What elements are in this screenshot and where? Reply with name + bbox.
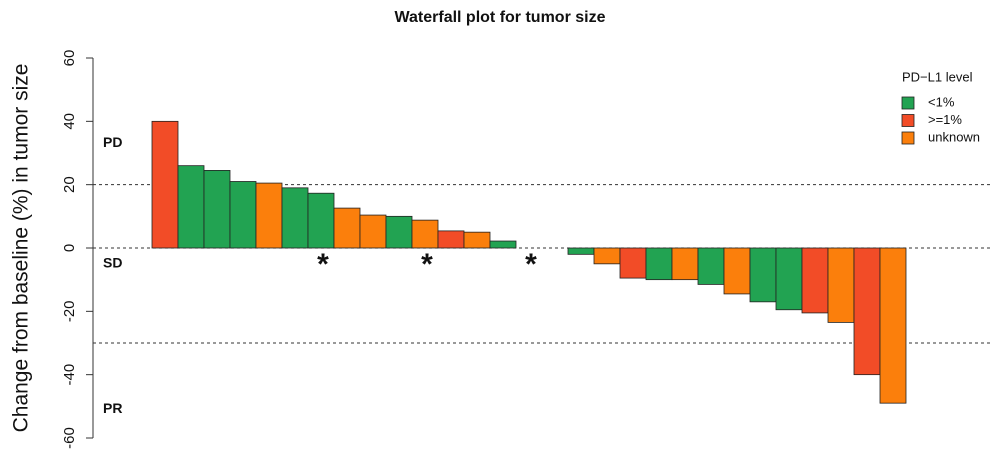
- legend-title: PD−L1 level: [902, 69, 973, 84]
- bar: [567, 247, 595, 255]
- bar: [801, 247, 829, 314]
- bar: [177, 165, 205, 249]
- bar: [437, 230, 465, 249]
- y-axis-label: Change from baseline (%) in tumor size: [10, 64, 33, 433]
- bar-annotation: *: [317, 248, 329, 281]
- bar: [671, 247, 699, 281]
- y-tick-label: -20: [61, 300, 78, 322]
- bar: [151, 120, 179, 249]
- y-tick-label: 20: [61, 176, 78, 193]
- y-tick-label: -60: [61, 427, 78, 449]
- bar: [411, 219, 439, 249]
- legend-swatch: [901, 131, 915, 145]
- bar: [203, 170, 231, 249]
- region-label: PD: [103, 134, 122, 150]
- y-tick-label: 60: [61, 50, 78, 67]
- region-label: PR: [103, 400, 122, 416]
- region-label: SD: [103, 255, 122, 271]
- legend-swatch: [901, 114, 915, 127]
- bar: [645, 247, 673, 281]
- bar: [749, 247, 777, 303]
- bar: [853, 247, 881, 376]
- bar: [255, 182, 283, 249]
- bar: [619, 247, 647, 279]
- bar: [697, 247, 725, 285]
- legend-label: <1%: [928, 94, 955, 109]
- bar-annotation: *: [525, 248, 537, 281]
- bar: [229, 181, 257, 249]
- y-tick-label: 40: [61, 113, 78, 130]
- bar: [359, 214, 387, 249]
- bar: [489, 240, 517, 249]
- legend-label: >=1%: [928, 112, 962, 127]
- bar: [775, 247, 803, 311]
- bar: [385, 215, 413, 249]
- bar: [879, 247, 907, 404]
- y-tick-label: -40: [61, 364, 78, 386]
- bar: [827, 247, 855, 323]
- legend-swatch: [901, 96, 915, 110]
- bar: [593, 247, 621, 265]
- bar: [723, 247, 751, 295]
- bar: [333, 207, 361, 249]
- legend-label: unknown: [928, 129, 980, 144]
- bar: [281, 187, 309, 249]
- bar-annotation: *: [421, 248, 433, 281]
- bar: [463, 231, 491, 249]
- chart-title: Waterfall plot for tumor size: [395, 9, 606, 26]
- bar: [307, 192, 335, 249]
- y-tick-label: 0: [61, 244, 78, 252]
